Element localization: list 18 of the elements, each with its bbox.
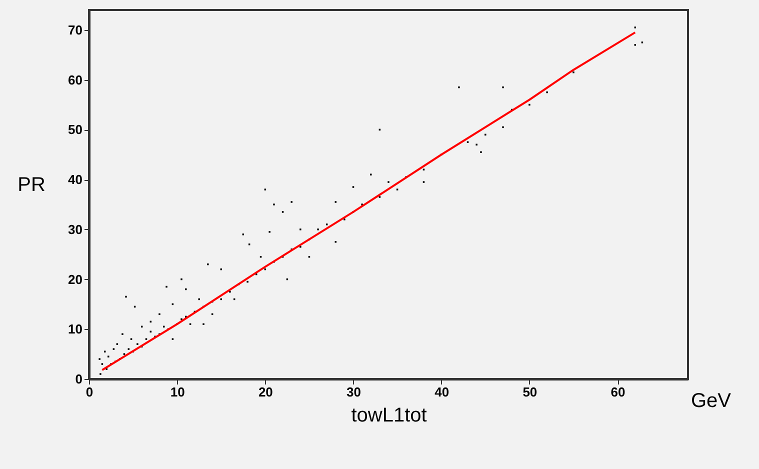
- x-tick-label: 30: [346, 384, 361, 400]
- y-tick-label: 60: [68, 72, 82, 88]
- x-tick-label: 20: [258, 384, 273, 400]
- x-tick-label: 0: [86, 384, 94, 400]
- y-tick-label: 20: [68, 272, 82, 287]
- y-tick-label: 0: [75, 372, 82, 386]
- y-tick-label: 40: [68, 172, 82, 188]
- y-tick-label: 30: [68, 222, 82, 237]
- x-tick-label: 50: [522, 384, 538, 400]
- x-axis-title: towL1tot: [351, 404, 428, 426]
- x-tick-label: 60: [610, 384, 626, 400]
- text: GeV: [691, 390, 732, 412]
- x-tick-label: 10: [170, 384, 185, 400]
- y-axis-title: PR: [18, 174, 46, 196]
- y-tick-label: 70: [68, 22, 82, 38]
- y-tick-label: 10: [68, 322, 82, 337]
- x-tick-label: 40: [434, 384, 450, 400]
- y-tick-label: 50: [68, 122, 82, 138]
